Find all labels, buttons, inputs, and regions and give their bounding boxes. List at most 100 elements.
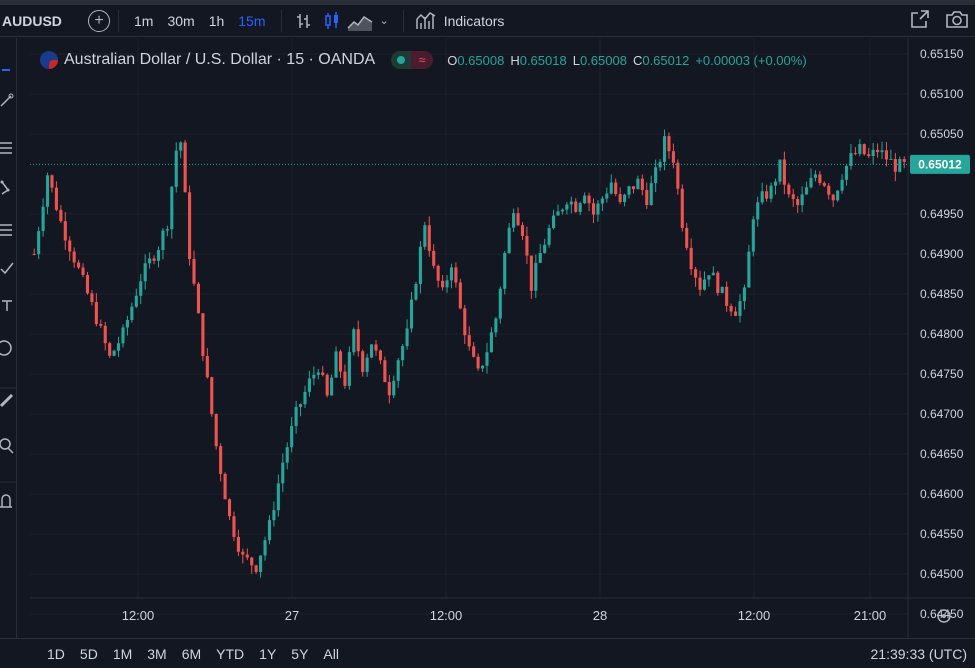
status-pill: ≈ xyxy=(391,51,434,69)
lock-tool[interactable] xyxy=(0,490,16,510)
fullscreen-button[interactable] xyxy=(909,8,931,35)
candle-body xyxy=(898,159,902,172)
range-6m[interactable]: 6M xyxy=(181,645,202,662)
fib-icon xyxy=(0,142,12,154)
candle-body xyxy=(591,203,596,215)
candle-body xyxy=(844,165,849,180)
interval-15m[interactable]: 15m xyxy=(238,12,266,29)
measure-tool[interactable] xyxy=(0,390,16,410)
zoom-tool[interactable] xyxy=(0,436,16,456)
interval-30m[interactable]: 30m xyxy=(167,12,195,29)
price-chart[interactable]: 0.65150 0.65100 0.65050 0.64950 0.64900 0.648… xyxy=(30,38,975,638)
chart-pane[interactable]: 0.65150 0.65100 0.65050 0.64950 0.64900 0.648… xyxy=(30,38,975,638)
candle-body xyxy=(742,287,746,302)
range-5d[interactable]: 5D xyxy=(79,645,98,662)
indicators-label[interactable]: Indicators xyxy=(443,12,505,29)
magnifier-icon xyxy=(0,438,14,454)
open-value: 0.65008 xyxy=(457,52,505,68)
separator-line xyxy=(0,472,16,492)
brush-icon xyxy=(0,262,14,275)
price-tick-label: 0.64950 xyxy=(920,207,964,221)
interval-1m[interactable]: 1m xyxy=(134,12,154,29)
indicators-button[interactable] xyxy=(412,7,440,35)
candle-body xyxy=(423,225,427,247)
grid-lines xyxy=(30,38,975,638)
candle-body xyxy=(520,225,525,236)
price-axis[interactable]: 0.65150 0.65100 0.65050 0.64950 0.64900 0.648… xyxy=(920,47,964,621)
candle-body xyxy=(778,159,782,182)
emoji-tool[interactable] xyxy=(0,338,16,358)
text-tool[interactable] xyxy=(0,296,16,316)
candle-body xyxy=(352,329,356,353)
candle-body xyxy=(556,211,560,216)
ohlc-values: O0.65008 H0.65018 L0.65008 C0.65012 +0.0… xyxy=(447,53,806,68)
pattern-tool[interactable] xyxy=(0,178,16,198)
candle-body xyxy=(627,186,631,195)
chart-type-chevron-down-icon[interactable]: ⌄ xyxy=(379,15,389,27)
settings-icon[interactable] xyxy=(937,609,951,623)
candle-body xyxy=(525,235,529,256)
interval-1h[interactable]: 1h xyxy=(208,12,225,29)
brush-tool[interactable] xyxy=(0,258,16,278)
forecast-tool[interactable] xyxy=(0,220,16,240)
area-chart-icon xyxy=(346,15,372,31)
candle-body xyxy=(303,391,307,405)
range-ytd[interactable]: YTD xyxy=(216,645,245,662)
bars-style-button[interactable] xyxy=(290,7,318,35)
symbol-search[interactable]: AUDUSD xyxy=(2,12,62,29)
candle-body xyxy=(614,182,618,195)
symbol-title[interactable]: Australian Dollar / U.S. Dollar · 15 · O… xyxy=(64,51,376,68)
candle-body xyxy=(694,269,698,278)
candle-body xyxy=(392,380,396,396)
time-tick-label: 21:00 xyxy=(854,608,887,623)
candle-body xyxy=(849,153,853,166)
candle-body xyxy=(112,350,116,356)
range-3m[interactable]: 3M xyxy=(147,645,167,662)
candle-body xyxy=(50,175,54,188)
trend-line-tool[interactable] xyxy=(0,90,16,110)
candle-body xyxy=(267,520,272,541)
range-all[interactable]: All xyxy=(323,645,339,662)
candle-body xyxy=(85,275,90,294)
candle-body xyxy=(90,293,94,303)
candle-body xyxy=(867,154,871,157)
window-top-strip xyxy=(0,0,975,5)
candle-body xyxy=(130,306,134,321)
utc-clock[interactable]: 21:39:33 (UTC) xyxy=(870,646,967,662)
range-1m[interactable]: 1M xyxy=(112,645,133,662)
candle-body xyxy=(800,194,804,206)
area-style-button[interactable] xyxy=(346,7,374,35)
candle-body xyxy=(813,174,817,178)
candle-body xyxy=(236,536,240,552)
candle-body xyxy=(298,404,303,407)
price-tick-label: 0.64600 xyxy=(920,487,964,501)
candle-body xyxy=(609,182,613,194)
candle-body xyxy=(467,335,471,347)
range-1d[interactable]: 1D xyxy=(47,645,65,662)
candlestick-icon xyxy=(324,11,338,29)
candles-style-button[interactable] xyxy=(318,7,346,35)
candle-body xyxy=(361,351,365,372)
snapshot-button[interactable] xyxy=(945,8,969,35)
candle-body xyxy=(893,159,897,172)
fib-tool[interactable] xyxy=(0,138,16,158)
candle-body xyxy=(383,360,387,382)
candle-body xyxy=(449,267,454,281)
time-axis[interactable]: 12:00 27 12:00 28 12:00 21:00 xyxy=(122,608,887,623)
candle-body xyxy=(210,377,214,415)
candle-body xyxy=(378,350,382,361)
candle-body xyxy=(259,555,263,573)
range-1y[interactable]: 1Y xyxy=(259,645,277,662)
separator-line xyxy=(0,378,16,398)
candle-body xyxy=(738,301,742,316)
candle-body xyxy=(458,282,462,309)
range-buttons: 1D 5D 1M 3M 6M YTD 1Y 5Y All xyxy=(0,646,354,662)
candle-body xyxy=(45,175,50,207)
range-5y[interactable]: 5Y xyxy=(291,645,309,662)
compare-symbol-button[interactable]: + xyxy=(88,9,110,32)
candle-body xyxy=(72,251,76,263)
candle-body xyxy=(685,227,689,248)
candle-body xyxy=(654,167,658,184)
crosshair-tool[interactable] xyxy=(0,60,16,80)
last-price-value: 0.65012 xyxy=(918,157,962,171)
